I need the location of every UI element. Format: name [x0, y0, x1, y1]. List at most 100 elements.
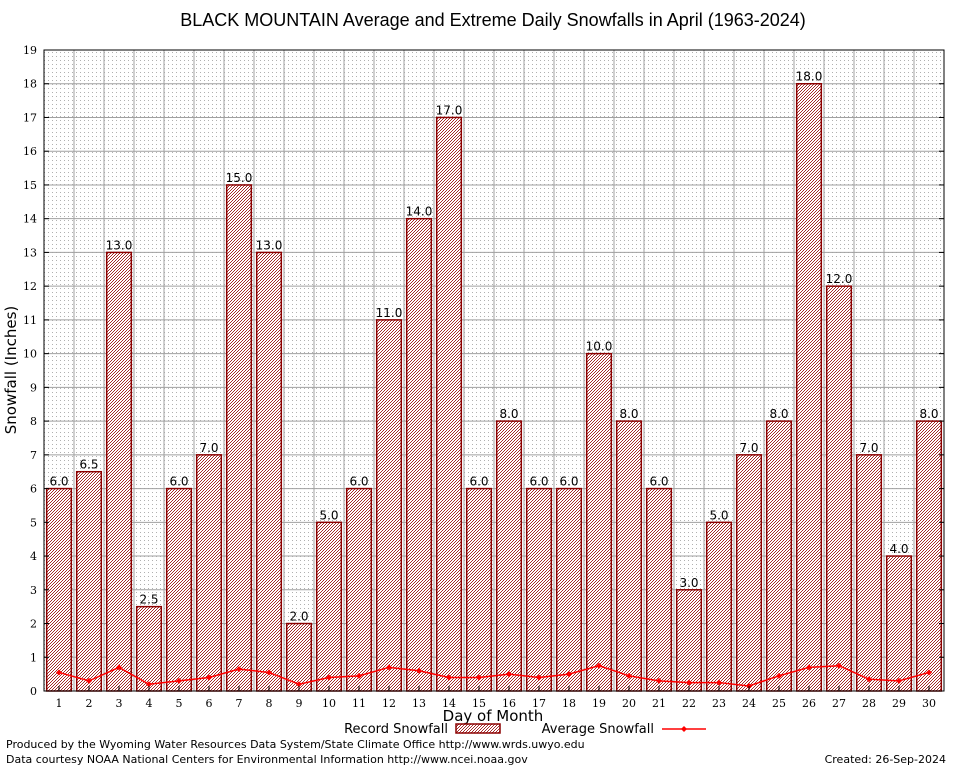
y-tick-label: 9: [30, 381, 37, 394]
average-marker-day-5: [176, 677, 182, 684]
bar-value-label: 4.0: [889, 542, 908, 556]
y-tick-label: 17: [23, 111, 37, 124]
record-bar-day-23: [705, 521, 733, 692]
average-marker-day-29: [896, 677, 902, 684]
bar-value-labels: 6.0 6.5 13.0 2.5 6.0 7.0 15.0 13.0 2.0 5.0 6.0 11.0…: [49, 70, 938, 624]
average-marker-day-10: [326, 674, 332, 681]
x-tick-label: 20: [622, 697, 636, 710]
y-tick-label: 0: [30, 685, 37, 698]
average-marker-day-23: [716, 679, 722, 686]
record-bar-day-24: [735, 454, 763, 692]
x-tick-label: 19: [592, 697, 606, 710]
record-bar-day-15: [465, 487, 493, 692]
x-tick-label: 3: [116, 697, 123, 710]
x-tick-label: 21: [652, 697, 666, 710]
bar-value-label: 8.0: [499, 407, 518, 421]
average-marker-day-9: [296, 681, 302, 688]
y-tick-label: 19: [23, 44, 37, 57]
bar-value-label: 8.0: [769, 407, 788, 421]
average-marker-day-1: [56, 669, 62, 676]
average-marker-day-14: [446, 674, 452, 681]
y-tick-label: 1: [30, 651, 37, 664]
bar-value-label: 17.0: [436, 103, 463, 117]
footer-created: Created: 26-Sep-2024: [825, 753, 946, 766]
record-bar-day-6: [195, 454, 223, 692]
bar-value-label: 2.0: [289, 610, 308, 624]
x-tick-label: 17: [532, 697, 546, 710]
record-bar-day-12: [375, 319, 403, 692]
record-bar-day-20: [615, 420, 643, 692]
record-bar-day-3: [105, 251, 133, 692]
bar-value-label: 2.5: [139, 593, 158, 607]
average-marker-day-2: [86, 677, 92, 684]
average-marker-day-15: [476, 674, 482, 681]
average-marker-day-19: [596, 662, 602, 669]
record-bar-day-10: [315, 521, 343, 692]
x-axis-label: Day of Month: [443, 707, 544, 725]
average-marker-day-12: [386, 664, 392, 671]
x-axis-ticks: 1 2 3 4 5 6 7 8 9 10 11 12 13 14 15 16 17 18 19 20 21 22 23 24 2…: [56, 686, 936, 710]
average-marker-day-28: [866, 676, 872, 683]
bar-value-label: 6.0: [529, 475, 548, 489]
record-bar-day-1: [45, 487, 73, 692]
average-marker-day-21: [656, 677, 662, 684]
chart-title: BLACK MOUNTAIN Average and Extreme Daily…: [180, 10, 806, 30]
x-tick-label: 18: [562, 697, 576, 710]
record-bar-day-16: [495, 420, 523, 692]
legend-record-swatch: [455, 723, 501, 734]
x-tick-label: 25: [772, 697, 786, 710]
record-bar-day-17: [525, 487, 553, 692]
average-marker-day-3: [116, 664, 122, 671]
x-tick-label: 12: [382, 697, 396, 710]
average-marker-day-25: [776, 672, 782, 679]
x-tick-label: 10: [322, 697, 336, 710]
bar-value-label: 6.0: [169, 475, 188, 489]
bar-value-label: 15.0: [226, 171, 253, 185]
bar-value-label: 13.0: [106, 238, 133, 252]
average-marker-day-8: [266, 669, 272, 676]
average-marker-day-24: [746, 682, 752, 689]
average-marker-day-18: [566, 671, 572, 678]
record-bar-day-13: [405, 217, 433, 692]
x-tick-label: 7: [236, 697, 243, 710]
x-tick-label: 16: [502, 697, 516, 710]
x-tick-label: 4: [146, 697, 153, 710]
bar-value-label: 3.0: [679, 576, 698, 590]
average-marker-day-6: [206, 674, 212, 681]
bar-value-label: 14.0: [406, 205, 433, 219]
y-tick-label: 10: [23, 348, 37, 361]
x-tick-label: 22: [682, 697, 696, 710]
record-bar-day-7: [225, 184, 253, 692]
bar-value-label: 5.0: [709, 508, 728, 522]
bar-value-label: 7.0: [199, 441, 218, 455]
record-bar-day-11: [345, 487, 373, 692]
footer-data-courtesy: Data courtesy NOAA National Centers for …: [6, 753, 528, 766]
bar-value-label: 7.0: [739, 441, 758, 455]
y-tick-label: 15: [23, 179, 37, 192]
record-bar-day-28: [855, 454, 883, 692]
y-tick-label: 2: [30, 618, 37, 631]
x-tick-label: 1: [56, 697, 63, 710]
legend-average-label: Average Snowfall: [542, 722, 654, 737]
y-tick-label: 16: [23, 145, 37, 158]
record-bar-day-8: [255, 251, 283, 692]
record-bar-day-26: [795, 82, 823, 692]
x-tick-label: 9: [296, 697, 303, 710]
average-marker-day-22: [686, 679, 692, 686]
plot-frame: [43, 49, 945, 692]
y-tick-label: 4: [30, 550, 37, 563]
bar-value-label: 8.0: [919, 407, 938, 421]
bar-value-label: 6.0: [649, 475, 668, 489]
record-bar-day-25: [765, 420, 793, 692]
y-tick-label: 13: [23, 246, 37, 259]
bar-value-label: 6.0: [469, 475, 488, 489]
average-marker-day-13: [416, 667, 422, 674]
average-marker-day-17: [536, 674, 542, 681]
record-bar-day-22: [675, 589, 703, 692]
y-tick-label: 6: [30, 483, 37, 496]
y-tick-label: 5: [30, 516, 37, 529]
x-tick-label: 2: [86, 697, 93, 710]
average-marker-day-16: [506, 671, 512, 678]
x-tick-label: 30: [922, 697, 936, 710]
x-tick-label: 8: [266, 697, 273, 710]
